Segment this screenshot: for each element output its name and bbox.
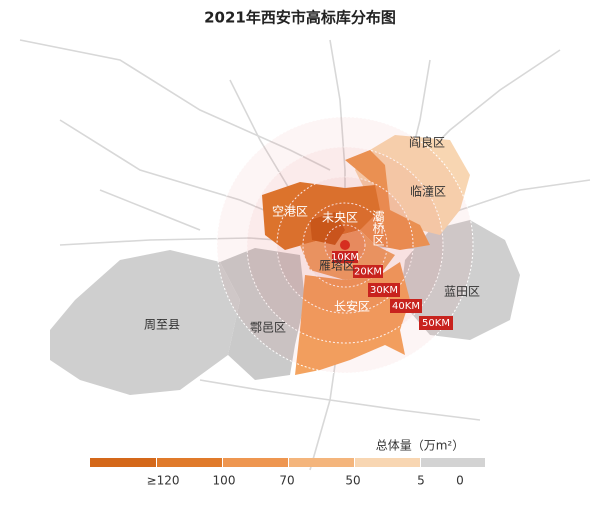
ring-labels: 10KM 20KM 30KM 40KM 50KM (331, 251, 453, 330)
city-center (340, 240, 350, 250)
ring-label: 40KM (392, 301, 420, 312)
district-label: 雁塔区 (319, 259, 355, 273)
district-label: 阎良区 (409, 135, 445, 150)
district-label: 空港区 (272, 205, 308, 219)
legend-label: ≥120 (147, 474, 180, 488)
legend-label: 100 (213, 474, 236, 488)
legend-title: 总体量（万m²） (376, 439, 465, 453)
legend: 总体量（万m²） ≥120 100 70 50 5 0 (90, 439, 485, 488)
district-label: 长安区 (334, 299, 370, 314)
district-label: 蓝田区 (444, 285, 480, 299)
title: 2021年西安市高标库分布图 (204, 9, 396, 27)
legend-label: 50 (345, 474, 360, 488)
ring-label: 50KM (422, 318, 450, 329)
legend-label: 5 (417, 474, 425, 488)
legend-label: 0 (456, 474, 464, 488)
ring-label: 30KM (370, 285, 398, 296)
district-label: 周至县 (144, 318, 180, 332)
district-label: 灞桥区 (371, 210, 385, 246)
ring-label: 10KM (331, 252, 359, 263)
district-label: 未央区 (322, 211, 358, 225)
county-areas (50, 220, 520, 395)
legend-label: 70 (279, 474, 294, 488)
district-labels: 阎良区 临潼区 空港区 未央区 灞桥区 雁塔区 长安区 蓝田区 周至县 鄠邑区 (144, 135, 480, 335)
ring-label: 20KM (354, 267, 382, 278)
district-label: 鄠邑区 (250, 321, 286, 335)
district-label: 临潼区 (410, 184, 446, 199)
